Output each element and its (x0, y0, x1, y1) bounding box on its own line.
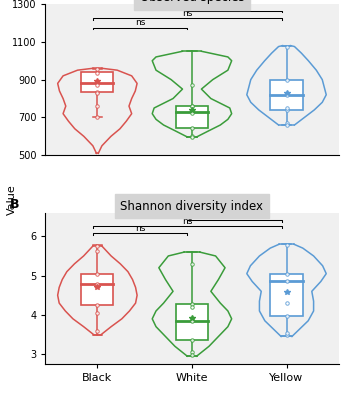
Text: ns: ns (182, 9, 192, 18)
Text: ns: ns (229, 210, 240, 219)
Text: B: B (10, 198, 20, 211)
Title: Observed species: Observed species (140, 0, 244, 4)
Text: ns: ns (182, 217, 192, 226)
Bar (270, 80, 303, 110)
Bar (81, 72, 113, 92)
Text: ns: ns (229, 1, 240, 10)
Text: ns: ns (135, 224, 145, 233)
Text: Value: Value (7, 185, 17, 215)
Bar (270, 274, 303, 316)
Bar (176, 304, 208, 340)
Text: A: A (10, 0, 20, 2)
Bar (176, 106, 208, 128)
Bar (81, 274, 113, 305)
Text: ns: ns (135, 18, 145, 27)
Title: Shannon diversity index: Shannon diversity index (120, 200, 263, 213)
